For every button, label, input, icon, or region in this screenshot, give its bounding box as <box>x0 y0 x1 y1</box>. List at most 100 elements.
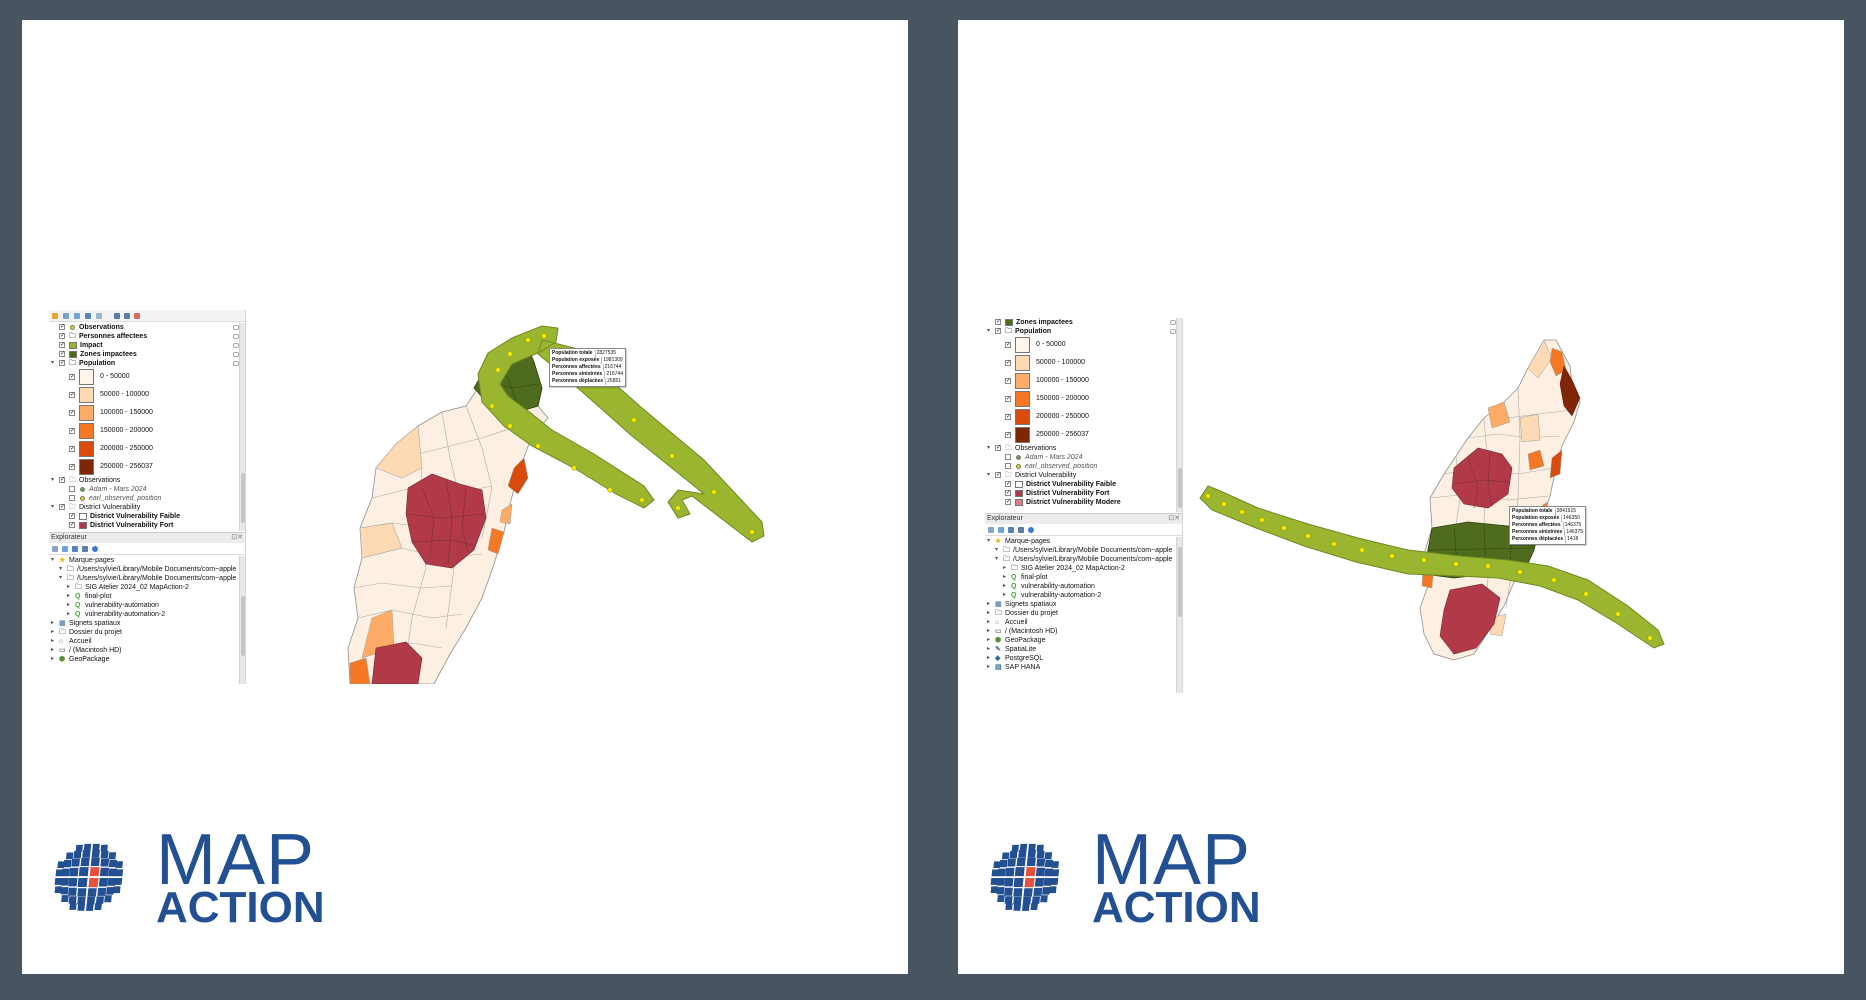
expand-arrow-icon[interactable]: ▾ <box>51 557 55 563</box>
refresh-icon[interactable] <box>998 527 1004 533</box>
expand-arrow-icon[interactable]: ▸ <box>67 602 71 608</box>
explorer-item[interactable]: ▾ ★ Marque-pages <box>49 556 238 565</box>
layer-item[interactable]: ▾ ✓ 🗀 Population <box>49 359 245 368</box>
expand-arrow-icon[interactable]: ▸ <box>51 620 55 626</box>
expand-arrow-icon[interactable]: ▸ <box>51 647 55 653</box>
visibility-checkbox[interactable]: ✓ <box>59 360 66 366</box>
legend-class-item[interactable]: ✓ District Vulnerability Fort <box>985 489 1182 498</box>
visibility-checkbox[interactable]: ✓ <box>69 428 76 434</box>
legend-class-item[interactable]: ✓ District Vulnerability Fort <box>49 521 245 530</box>
explorer-item[interactable]: ▸ ▦ Signets spatiaux <box>49 619 238 628</box>
visibility-checkbox[interactable] <box>69 486 75 492</box>
explorer-item[interactable]: ▾ 🗀/Users/sylvie/Library/Mobile Documents… <box>49 574 238 583</box>
visibility-checkbox[interactable]: ✓ <box>1005 432 1012 438</box>
expand-arrow-icon[interactable]: ▸ <box>51 629 55 635</box>
visibility-checkbox[interactable]: ✓ <box>69 392 76 398</box>
expand-arrow-icon[interactable]: ▸ <box>67 611 71 617</box>
layer-item[interactable]: Adam - Mars 2024 <box>49 485 245 494</box>
visibility-checkbox[interactable]: ✓ <box>59 477 66 483</box>
visibility-checkbox[interactable] <box>1005 463 1011 469</box>
legend-class-item[interactable]: ✓ 250000 - 256037 <box>49 458 245 476</box>
add-icon[interactable] <box>988 527 994 533</box>
collapse-all-icon[interactable] <box>124 313 130 319</box>
explorer-item[interactable]: ▸ 🗀 SIG Atelier 2024_02 MapAction-2 <box>985 564 1175 573</box>
visibility-checkbox[interactable]: ✓ <box>1005 414 1012 420</box>
legend-class-item[interactable]: ✓District Vulnerability Modere <box>49 530 245 531</box>
visibility-checkbox[interactable]: ✓ <box>1005 499 1012 505</box>
explorer-scrollbar[interactable] <box>1176 537 1182 693</box>
expand-arrow-icon[interactable]: ▾ <box>987 472 991 478</box>
expand-arrow-icon[interactable]: ▾ <box>987 328 991 334</box>
expand-arrow-icon[interactable]: ▸ <box>987 610 991 616</box>
legend-class-item[interactable]: ✓ 200000 - 250000 <box>49 440 245 458</box>
visibility-checkbox[interactable]: ✓ <box>59 324 66 330</box>
visibility-checkbox[interactable]: ✓ <box>1005 360 1012 366</box>
add-group-icon[interactable] <box>63 313 69 319</box>
layer-tree-scrollbar[interactable] <box>239 323 245 531</box>
expand-arrow-icon[interactable]: ▸ <box>987 601 991 607</box>
layer-tree-scrollbar[interactable] <box>1176 318 1182 512</box>
layer-indicator-icon[interactable] <box>233 361 239 366</box>
expand-arrow-icon[interactable]: ▾ <box>995 547 999 553</box>
visibility-checkbox[interactable]: ✓ <box>1005 481 1012 487</box>
layer-item[interactable]: ✓ Zones impactees <box>985 318 1182 327</box>
expand-arrow-icon[interactable]: ▸ <box>1003 583 1007 589</box>
layer-indicator-icon[interactable] <box>1170 320 1176 325</box>
explorer-scrollbar[interactable] <box>239 556 245 684</box>
filter-icon[interactable] <box>85 313 91 319</box>
map-canvas[interactable] <box>1188 318 1728 698</box>
visibility-checkbox[interactable]: ✓ <box>1005 342 1012 348</box>
expand-all-icon[interactable] <box>114 313 120 319</box>
visibility-checkbox[interactable]: ✓ <box>59 342 66 348</box>
visibility-checkbox[interactable]: ✓ <box>1005 378 1012 384</box>
expand-arrow-icon[interactable]: ▸ <box>987 664 991 670</box>
refresh-icon[interactable] <box>62 546 68 552</box>
legend-class-item[interactable]: ✓ 150000 - 200000 <box>49 422 245 440</box>
style-icon[interactable] <box>52 313 58 319</box>
legend-class-item[interactable]: ✓ 50000 - 100000 <box>985 354 1182 372</box>
collapse-icon[interactable] <box>82 546 88 552</box>
filter-legend-icon[interactable] <box>96 313 102 319</box>
layer-indicator-icon[interactable] <box>233 343 239 348</box>
explorer-item[interactable]: ▸ ✎ SpatiaLite <box>985 645 1175 654</box>
info-icon[interactable] <box>1028 527 1034 533</box>
layer-indicator-icon[interactable] <box>233 334 239 339</box>
explorer-item[interactable]: ▸ ▭ / (Macintosh HD) <box>985 627 1175 636</box>
visibility-checkbox[interactable]: ✓ <box>1005 396 1012 402</box>
legend-class-item[interactable]: ✓ 0 - 50000 <box>49 368 245 386</box>
layer-group[interactable]: ▾ ✓ 🗀 District Vulnerability <box>49 503 245 512</box>
expand-arrow-icon[interactable]: ▸ <box>987 637 991 643</box>
expand-arrow-icon[interactable]: ▾ <box>995 556 999 562</box>
explorer-item[interactable]: ▸ ▦ Signets spatiaux <box>985 600 1175 609</box>
expand-arrow-icon[interactable]: ▸ <box>1003 592 1007 598</box>
info-icon[interactable] <box>92 546 98 552</box>
eye-icon[interactable] <box>74 313 80 319</box>
explorer-item[interactable]: ▸ 🗀 Dossier du projet <box>985 609 1175 618</box>
add-icon[interactable] <box>52 546 58 552</box>
expand-arrow-icon[interactable]: ▸ <box>67 584 71 590</box>
layer-indicator-icon[interactable] <box>1170 329 1176 334</box>
visibility-checkbox[interactable]: ✓ <box>995 472 1002 478</box>
visibility-checkbox[interactable]: ✓ <box>995 328 1002 334</box>
layer-item[interactable]: ✓ Impact <box>49 341 245 350</box>
explorer-item[interactable]: ▾ 🗀/Users/sylvie/Library/Mobile Documents… <box>985 546 1175 555</box>
expand-arrow-icon[interactable]: ▾ <box>51 504 55 510</box>
expand-arrow-icon[interactable]: ▸ <box>987 646 991 652</box>
expand-arrow-icon[interactable]: ▸ <box>987 619 991 625</box>
layer-item[interactable]: earl_observed_position <box>985 462 1182 471</box>
collapse-icon[interactable] <box>1018 527 1024 533</box>
map-canvas[interactable] <box>342 318 862 698</box>
explorer-item[interactable]: ▸ ⌂ Accueil <box>49 637 238 646</box>
explorer-item[interactable]: ▸ 🗀 SIG Atelier 2024_02 MapAction-2 <box>49 583 238 592</box>
layer-group[interactable]: ▾ ✓ 🗀 Observations <box>985 444 1182 453</box>
close-panel-icon[interactable]: ⊡✕ <box>231 534 243 541</box>
expand-arrow-icon[interactable]: ▾ <box>987 538 991 544</box>
layer-indicator-icon[interactable] <box>233 325 239 330</box>
filter-icon[interactable] <box>72 546 78 552</box>
legend-class-item[interactable]: ✓ 200000 - 250000 <box>985 408 1182 426</box>
close-panel-icon[interactable]: ⊡✕ <box>1168 515 1180 522</box>
explorer-item[interactable]: ▸ 🗀 Dossier du projet <box>49 628 238 637</box>
visibility-checkbox[interactable] <box>69 495 75 501</box>
